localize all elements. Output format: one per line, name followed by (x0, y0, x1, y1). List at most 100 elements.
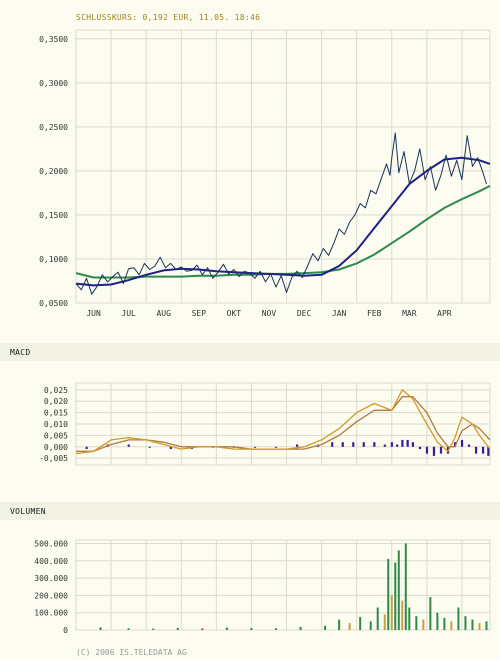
macd-histogram-bar (481, 446, 485, 454)
month-label: AUG (156, 309, 171, 318)
macd-histogram-bar (474, 446, 478, 454)
volume-bar (250, 628, 253, 630)
volume-bar (152, 628, 155, 630)
volume-bar (369, 621, 372, 630)
volume-bar (274, 628, 277, 630)
volume-bar (408, 607, 411, 630)
macd-histogram-bar (148, 446, 151, 448)
macd-histogram-bar (406, 439, 409, 447)
month-label: JUN (86, 309, 101, 318)
macd-histogram-bar (331, 442, 334, 447)
volume-ytick-label: 400.000 (34, 557, 68, 566)
macd-ytick-label: 0,015 (44, 409, 68, 418)
macd-histogram-bar (439, 446, 443, 454)
volume-bar (450, 621, 453, 630)
volume-bar (338, 619, 341, 630)
volume-bar (429, 597, 432, 630)
volume-bar (397, 550, 400, 630)
volume-bar (324, 625, 327, 630)
price-ytick-label: 0,2000 (39, 167, 68, 176)
volume-bar (443, 617, 446, 630)
month-label: DEC (297, 309, 312, 318)
price-ytick-label: 0,0500 (39, 299, 68, 308)
macd-histogram-bar (390, 442, 393, 447)
macd-ytick-label: 0,020 (44, 397, 68, 406)
macd-histogram-bar (467, 444, 471, 447)
macd-ytick-label: 0,000 (44, 443, 68, 452)
volume-ytick-label: 500.000 (34, 539, 68, 548)
macd-ytick-label: 0,010 (44, 420, 68, 429)
volume-bar (394, 562, 397, 630)
month-label: SEP (192, 309, 207, 318)
price-ytick-label: 0,1500 (39, 211, 68, 220)
volume-bar (99, 627, 102, 630)
macd-histogram-bar (411, 442, 415, 447)
macd-label: MACD (10, 348, 31, 357)
volume-bar (348, 623, 351, 630)
macd-histogram-bar (487, 446, 490, 456)
volume-bar (390, 595, 393, 630)
macd-section-header: MACD (0, 343, 500, 361)
volume-bar (436, 612, 439, 630)
volume-ytick-label: 0 (63, 626, 68, 635)
volume-bar (387, 559, 390, 630)
volume-section-header: VOLUMEN (0, 502, 500, 520)
price-ytick-label: 0,1000 (39, 255, 68, 264)
volume-bar (422, 619, 425, 630)
volume-bar (401, 600, 404, 630)
month-label: MAR (402, 309, 417, 318)
macd-histogram-bar (425, 446, 429, 454)
volume-bar (201, 628, 204, 630)
volume-ytick-label: 100.000 (34, 609, 68, 618)
ma-slow-line (75, 185, 491, 279)
volume-ytick-label: 300.000 (34, 574, 68, 583)
macd-ytick-label: -0,005 (39, 454, 68, 463)
volume-bar (127, 628, 130, 630)
macd-histogram-bar (432, 446, 436, 456)
month-label: APR (437, 309, 452, 318)
month-label: NOV (262, 309, 277, 318)
ma-fast-line (75, 156, 491, 287)
macd-histogram-bar (169, 446, 172, 450)
month-label: JAN (332, 309, 347, 318)
macd-histogram-bar (127, 444, 130, 447)
volume-bar (457, 607, 460, 630)
macd-histogram-bar (460, 439, 464, 447)
chart-title: SCHLUSSKURS: 0,192 EUR, 11.05. 18:46 (76, 13, 261, 22)
macd-ytick-label: 0,025 (44, 386, 68, 395)
price-ytick-label: 0,3000 (39, 79, 68, 88)
macd-histogram-bar (362, 442, 365, 447)
price-ytick-label: 0,3500 (39, 35, 68, 44)
price-line (75, 132, 487, 295)
macd-histogram-bar (383, 444, 386, 447)
volume-bar (359, 617, 362, 630)
volume-bar (485, 621, 488, 630)
volume-bar (299, 626, 302, 630)
volume-bar (415, 616, 418, 630)
volume-label: VOLUMEN (10, 507, 46, 516)
volume-bar (383, 614, 386, 630)
volume-bar (376, 607, 379, 630)
macd-ytick-label: 0,005 (44, 431, 68, 440)
copyright-notice: (C) 2006 IS.TELEDATA AG (76, 648, 187, 657)
macd-histogram-bar (418, 446, 422, 450)
macd-histogram-bar (274, 446, 278, 448)
volume-bar (404, 543, 407, 630)
volume-bar (225, 627, 228, 630)
macd-histogram-bar (352, 442, 355, 447)
month-label: FEB (367, 309, 382, 318)
macd-histogram-bar (296, 444, 299, 447)
month-label: OKT (227, 309, 242, 318)
macd-histogram-bar (341, 442, 344, 447)
macd-histogram-bar (373, 442, 376, 447)
macd-histogram-bar (453, 442, 457, 447)
macd-histogram-bar (401, 439, 404, 447)
price-ytick-label: 0,2500 (39, 123, 68, 132)
volume-bar (471, 619, 474, 630)
volume-ytick-label: 200.000 (34, 591, 68, 600)
volume-bar (464, 616, 467, 630)
macd-histogram-bar (85, 446, 88, 450)
volume-plot-frame (75, 539, 491, 631)
volume-bar (176, 627, 179, 630)
